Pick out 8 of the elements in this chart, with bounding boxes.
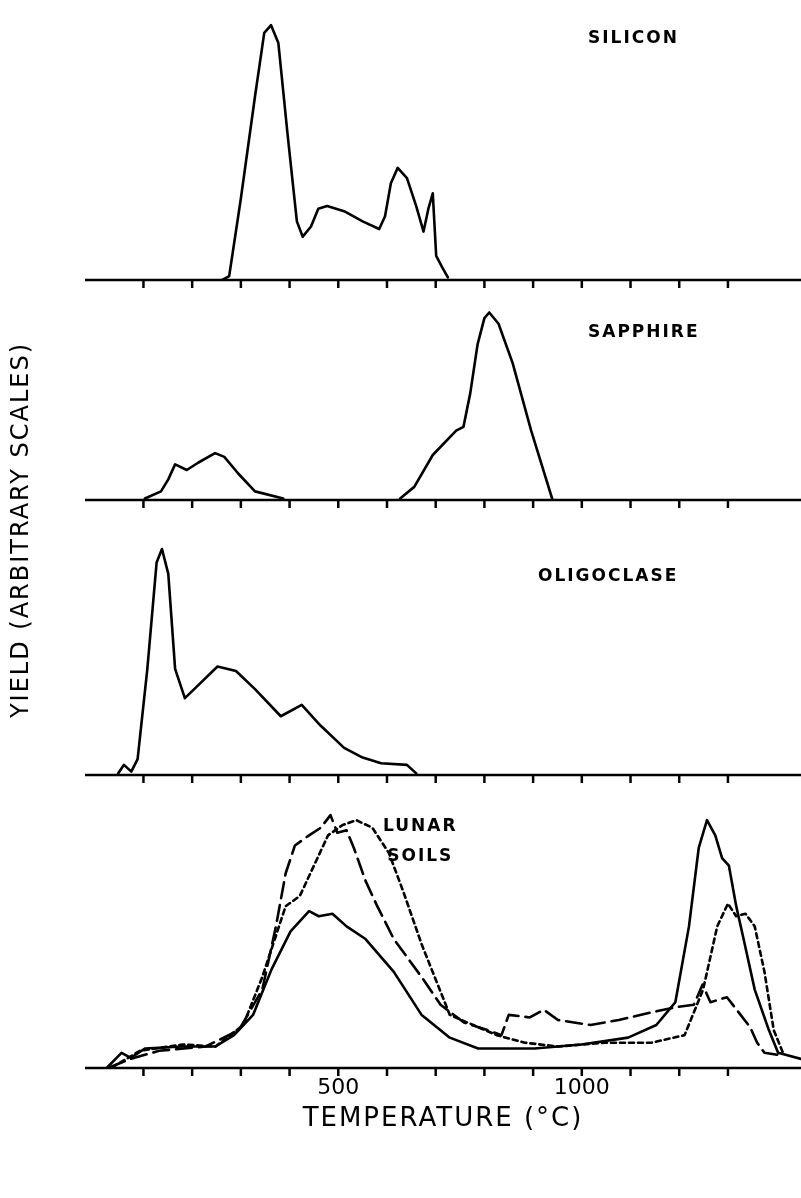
x-tick-label: 500 [317,1073,360,1099]
text: OLIGOCLASE [538,564,679,587]
text: LUNAR SOILS [383,814,458,867]
chart-title: SILICON [588,26,679,49]
y-axis-title: YIELD (ARBITRARY SCALES) [6,341,34,719]
x-axis-title: TEMPERATURE (°C) [301,1102,585,1132]
text: SAPPHIRE [588,320,700,343]
x-tick-label: 1000 [553,1073,610,1099]
